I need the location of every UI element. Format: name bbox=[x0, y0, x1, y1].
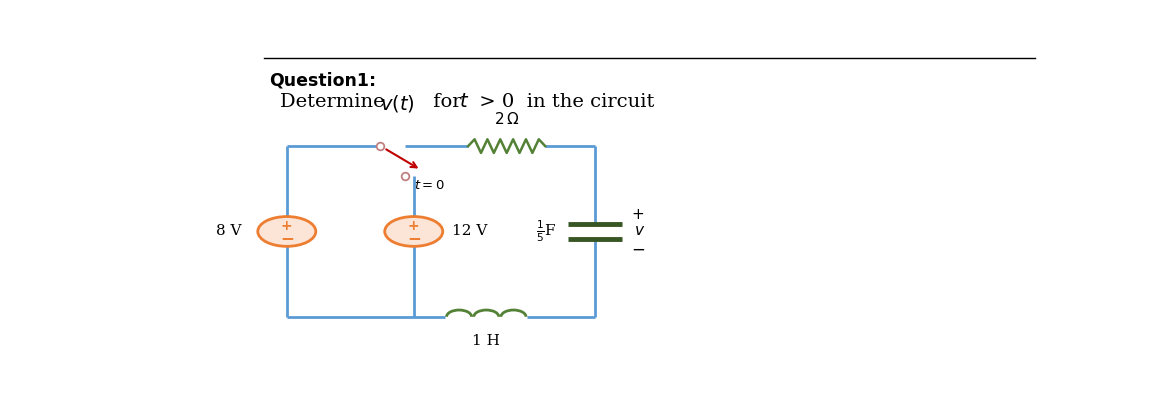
Ellipse shape bbox=[257, 216, 316, 246]
Text: $v(t)$: $v(t)$ bbox=[380, 93, 415, 114]
Text: −: − bbox=[407, 229, 421, 247]
Text: +: + bbox=[632, 207, 645, 222]
Text: +: + bbox=[408, 219, 420, 233]
Text: 1 H: 1 H bbox=[473, 334, 501, 348]
Text: Question1:: Question1: bbox=[269, 72, 376, 89]
Text: for: for bbox=[427, 93, 468, 111]
Text: $t=0$: $t=0$ bbox=[414, 179, 445, 192]
Text: > 0  in the circuit: > 0 in the circuit bbox=[473, 93, 654, 111]
Text: −: − bbox=[632, 241, 645, 259]
Text: Determine: Determine bbox=[281, 93, 391, 111]
Text: $\frac{1}{5}$F: $\frac{1}{5}$F bbox=[536, 219, 557, 244]
Text: +: + bbox=[281, 219, 292, 233]
Ellipse shape bbox=[385, 216, 442, 246]
Text: $t$: $t$ bbox=[459, 93, 469, 111]
Text: 12 V: 12 V bbox=[452, 224, 487, 239]
Text: 8 V: 8 V bbox=[216, 224, 241, 239]
Text: $2\,\Omega$: $2\,\Omega$ bbox=[494, 111, 519, 127]
Text: $v$: $v$ bbox=[634, 224, 646, 239]
Text: −: − bbox=[280, 229, 294, 247]
